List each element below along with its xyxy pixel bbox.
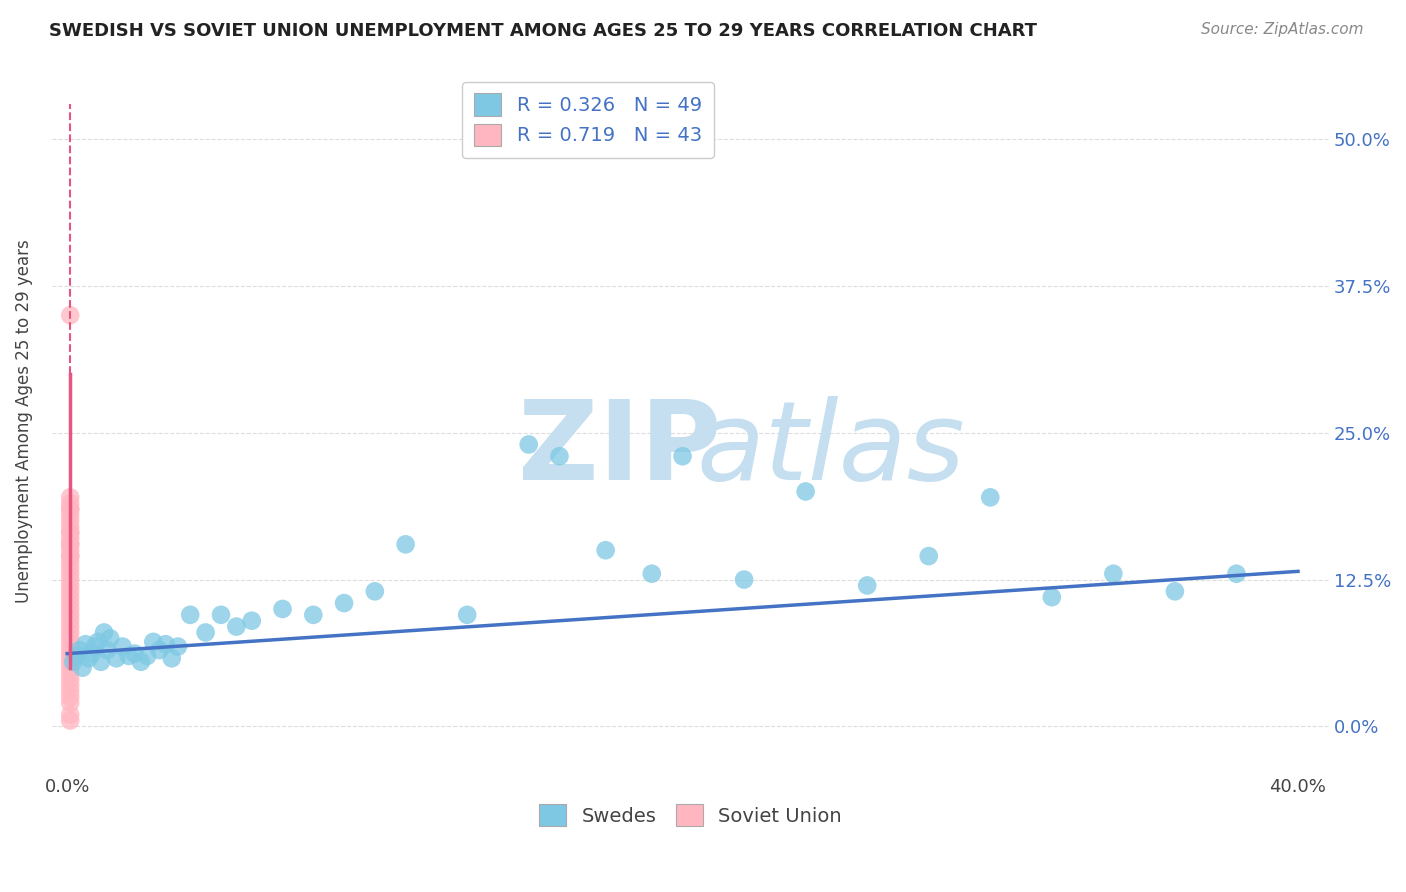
Point bbox=[641, 566, 664, 581]
Point bbox=[69, 643, 91, 657]
Text: Source: ZipAtlas.com: Source: ZipAtlas.com bbox=[1201, 22, 1364, 37]
Point bbox=[124, 647, 146, 661]
Point bbox=[59, 543, 82, 558]
Point bbox=[87, 635, 110, 649]
Point bbox=[136, 648, 159, 663]
Point bbox=[59, 596, 82, 610]
Point bbox=[59, 632, 82, 646]
Point bbox=[96, 643, 118, 657]
Point bbox=[77, 651, 100, 665]
Point bbox=[59, 678, 82, 692]
Point bbox=[59, 514, 82, 528]
Point bbox=[59, 714, 82, 728]
Point bbox=[240, 614, 263, 628]
Point bbox=[209, 607, 232, 622]
Point bbox=[59, 537, 82, 551]
Point bbox=[364, 584, 387, 599]
Point bbox=[59, 707, 82, 722]
Point bbox=[394, 537, 416, 551]
Point bbox=[225, 619, 247, 633]
Point bbox=[59, 673, 82, 687]
Point bbox=[59, 537, 82, 551]
Point bbox=[59, 655, 82, 669]
Point bbox=[142, 635, 165, 649]
Point bbox=[856, 578, 879, 592]
Point bbox=[59, 607, 82, 622]
Point bbox=[59, 561, 82, 575]
Point bbox=[59, 690, 82, 704]
Point bbox=[671, 449, 693, 463]
Point bbox=[59, 696, 82, 710]
Point bbox=[517, 437, 540, 451]
Point bbox=[179, 607, 201, 622]
Point bbox=[595, 543, 617, 558]
Point bbox=[59, 648, 82, 663]
Point bbox=[59, 532, 82, 546]
Text: SWEDISH VS SOVIET UNION UNEMPLOYMENT AMONG AGES 25 TO 29 YEARS CORRELATION CHART: SWEDISH VS SOVIET UNION UNEMPLOYMENT AMO… bbox=[49, 22, 1038, 40]
Point bbox=[98, 632, 121, 646]
Point bbox=[59, 625, 82, 640]
Point bbox=[80, 647, 103, 661]
Y-axis label: Unemployment Among Ages 25 to 29 years: Unemployment Among Ages 25 to 29 years bbox=[15, 239, 32, 603]
Point bbox=[59, 502, 82, 516]
Point bbox=[456, 607, 478, 622]
Point bbox=[59, 684, 82, 698]
Point bbox=[979, 491, 1001, 505]
Point bbox=[1164, 584, 1187, 599]
Point bbox=[167, 640, 190, 654]
Point bbox=[59, 602, 82, 616]
Point bbox=[59, 666, 82, 681]
Point bbox=[59, 637, 82, 651]
Point bbox=[59, 566, 82, 581]
Point bbox=[59, 491, 82, 505]
Point bbox=[59, 549, 82, 563]
Point bbox=[1225, 566, 1247, 581]
Point bbox=[90, 655, 112, 669]
Point bbox=[59, 496, 82, 510]
Point bbox=[59, 661, 82, 675]
Point bbox=[59, 591, 82, 605]
Point bbox=[93, 625, 115, 640]
Point bbox=[59, 549, 82, 563]
Point bbox=[733, 573, 755, 587]
Point bbox=[160, 651, 183, 665]
Point bbox=[59, 555, 82, 569]
Point bbox=[59, 573, 82, 587]
Point bbox=[59, 502, 82, 516]
Point bbox=[271, 602, 294, 616]
Legend: Swedes, Soviet Union: Swedes, Soviet Union bbox=[530, 797, 849, 834]
Text: atlas: atlas bbox=[696, 396, 966, 503]
Point bbox=[59, 578, 82, 592]
Point bbox=[333, 596, 356, 610]
Point bbox=[148, 643, 170, 657]
Point bbox=[75, 637, 97, 651]
Point bbox=[129, 655, 152, 669]
Point bbox=[1040, 591, 1063, 605]
Point bbox=[59, 508, 82, 522]
Point bbox=[59, 643, 82, 657]
Point bbox=[59, 525, 82, 540]
Point bbox=[83, 640, 105, 654]
Point bbox=[194, 625, 217, 640]
Point bbox=[155, 637, 177, 651]
Point bbox=[59, 614, 82, 628]
Point bbox=[59, 525, 82, 540]
Point bbox=[59, 308, 82, 322]
Point bbox=[918, 549, 941, 563]
Point bbox=[62, 655, 84, 669]
Point bbox=[105, 651, 128, 665]
Point bbox=[59, 519, 82, 533]
Point bbox=[118, 648, 141, 663]
Text: ZIP: ZIP bbox=[517, 396, 721, 503]
Point bbox=[1102, 566, 1125, 581]
Point bbox=[794, 484, 817, 499]
Point bbox=[59, 619, 82, 633]
Point bbox=[111, 640, 134, 654]
Point bbox=[59, 584, 82, 599]
Point bbox=[548, 449, 571, 463]
Point bbox=[72, 661, 94, 675]
Point bbox=[302, 607, 325, 622]
Point bbox=[65, 648, 87, 663]
